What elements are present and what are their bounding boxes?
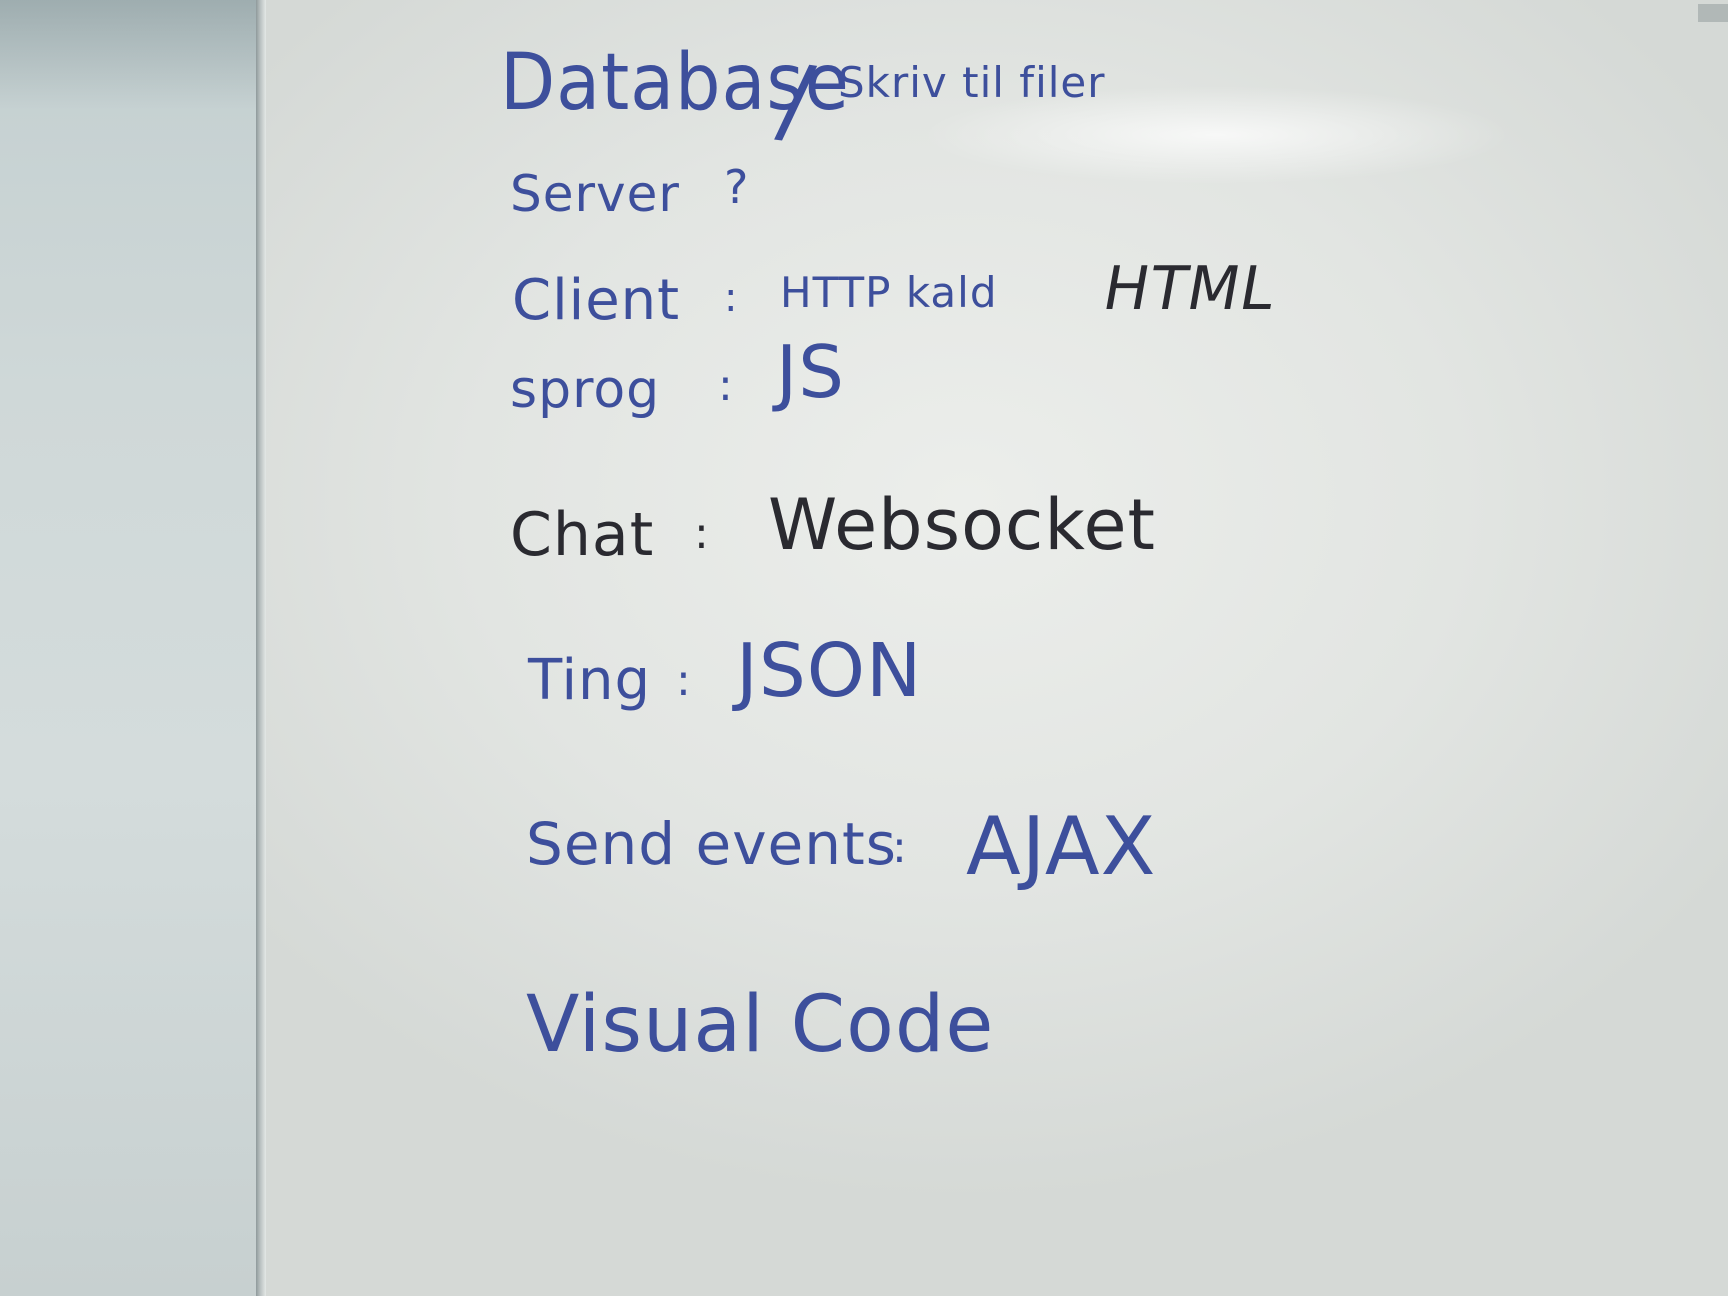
client-extra: HTML <box>1097 254 1282 324</box>
wall <box>0 0 262 1296</box>
client-separator: : <box>724 275 739 321</box>
sprog-separator: : <box>718 360 734 411</box>
sprog-value: JS <box>776 330 845 414</box>
server-value: ? <box>724 160 750 214</box>
client-value: HTTP kald <box>780 268 998 317</box>
database-subtitle: Skriv til filer <box>838 58 1106 107</box>
database-heading: Database <box>500 38 850 128</box>
chat-value: Websocket <box>768 484 1156 566</box>
wall-shadow <box>0 0 262 110</box>
board-corner-label <box>1698 4 1728 22</box>
whiteboard <box>266 0 1728 1296</box>
whiteboard-frame <box>256 0 266 1296</box>
chat-separator: : <box>694 508 710 559</box>
chat-label: Chat <box>510 500 655 570</box>
send-events-separator: : <box>892 822 908 873</box>
ting-label: Ting <box>528 648 652 713</box>
ting-value: JSON <box>736 628 923 714</box>
ting-separator: : <box>676 655 692 706</box>
send-events-label: Send events <box>526 810 897 878</box>
visual-code-text: Visual Code <box>526 980 995 1070</box>
server-label: Server <box>510 165 680 223</box>
client-label: Client <box>512 268 681 333</box>
sprog-label: sprog <box>510 360 661 420</box>
send-events-value: AJAX <box>966 800 1157 893</box>
